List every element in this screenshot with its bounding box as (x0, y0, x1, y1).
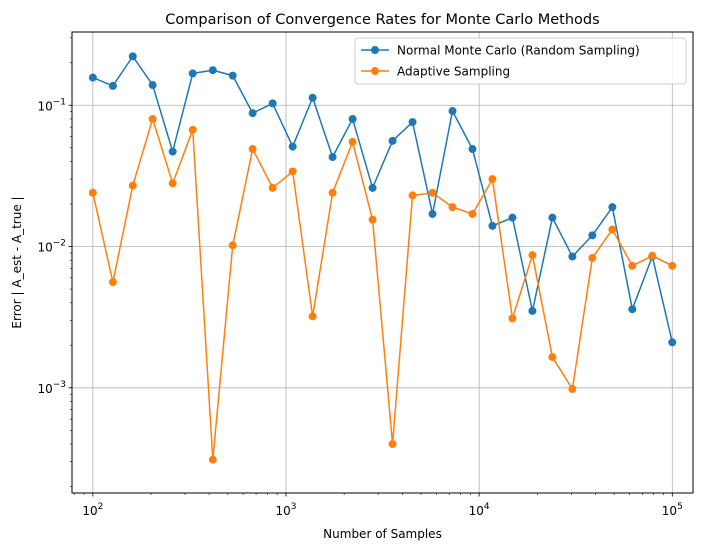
data-point (88, 188, 97, 197)
x-axis-label: Number of Samples (323, 527, 442, 541)
data-point (488, 221, 497, 230)
series-line (92, 118, 673, 461)
data-point (528, 251, 537, 260)
data-point (608, 225, 617, 234)
legend-box (354, 37, 687, 85)
x-tick-label: 104 (469, 502, 490, 518)
chart-title: Comparison of Convergence Rates for Mont… (165, 12, 599, 28)
data-point (608, 203, 617, 212)
data-point (288, 142, 297, 151)
data-point (428, 209, 437, 218)
data-point (368, 183, 377, 192)
plot-frame (71, 31, 694, 494)
series-2 (88, 114, 677, 464)
y-tick-label: 10−2 (37, 239, 66, 255)
data-point (628, 261, 637, 270)
data-point (268, 183, 277, 192)
data-point (548, 213, 557, 222)
data-point (208, 66, 217, 75)
grid (72, 32, 693, 493)
data-point (428, 188, 437, 197)
data-point (668, 338, 677, 347)
data-point (248, 109, 257, 118)
series-line (92, 55, 674, 343)
data-point (168, 147, 177, 156)
data-point (288, 167, 297, 176)
data-point (548, 353, 557, 362)
data-point (148, 114, 157, 123)
data-point (348, 137, 357, 146)
x-tick-label: 102 (82, 502, 103, 518)
legend-item: Adaptive Sampling (361, 65, 510, 79)
data-point (268, 99, 277, 108)
data-point (348, 114, 357, 123)
legend-item: Normal Monte Carlo (Random Sampling) (361, 44, 640, 58)
y-tick-label: 10−1 (37, 97, 66, 113)
data-point (508, 213, 517, 222)
data-point (388, 136, 397, 145)
data-point (108, 81, 117, 90)
data-point (188, 69, 197, 78)
data-point (88, 73, 97, 82)
data-point (388, 440, 397, 449)
series-1 (88, 52, 677, 347)
data-point (588, 231, 597, 240)
data-point (168, 179, 177, 188)
data-point (568, 385, 577, 394)
data-point (508, 314, 517, 323)
data-point (588, 253, 597, 262)
data-point (468, 145, 477, 154)
data-point (248, 145, 257, 154)
legend-label: Adaptive Sampling (397, 65, 510, 79)
data-point (228, 241, 237, 250)
y-axis-label: Error | A_est - A_true | (10, 196, 24, 328)
x-tick-label: 103 (275, 502, 296, 518)
data-point (448, 203, 457, 212)
data-point (628, 305, 637, 314)
x-tick-label: 105 (662, 502, 683, 518)
data-point (308, 93, 317, 102)
data-point (408, 118, 417, 127)
legend-label: Normal Monte Carlo (Random Sampling) (397, 44, 640, 58)
data-point (648, 251, 657, 260)
data-point (148, 81, 157, 90)
data-point (188, 125, 197, 134)
legend: Normal Monte Carlo (Random Sampling) Adap… (354, 37, 687, 85)
data-point (128, 181, 137, 190)
plot-series (88, 52, 677, 464)
data-point (228, 71, 237, 80)
data-point (308, 312, 317, 321)
data-point (448, 107, 457, 116)
y-tick-label: 10−3 (37, 380, 66, 396)
data-point (408, 191, 417, 200)
data-point (528, 306, 537, 315)
legend-swatch-marker (371, 46, 379, 54)
data-point (468, 209, 477, 218)
data-point (668, 261, 677, 270)
data-point (368, 215, 377, 224)
data-point (568, 252, 577, 261)
data-point (488, 175, 497, 184)
legend-swatch-marker (371, 67, 379, 75)
data-point (128, 52, 137, 61)
data-point (328, 188, 337, 197)
data-point (108, 278, 117, 287)
data-point (328, 153, 337, 162)
data-point (208, 455, 217, 464)
axis-ticks: 102 103 104 105 10−3 10−2 10−1 (37, 37, 683, 518)
